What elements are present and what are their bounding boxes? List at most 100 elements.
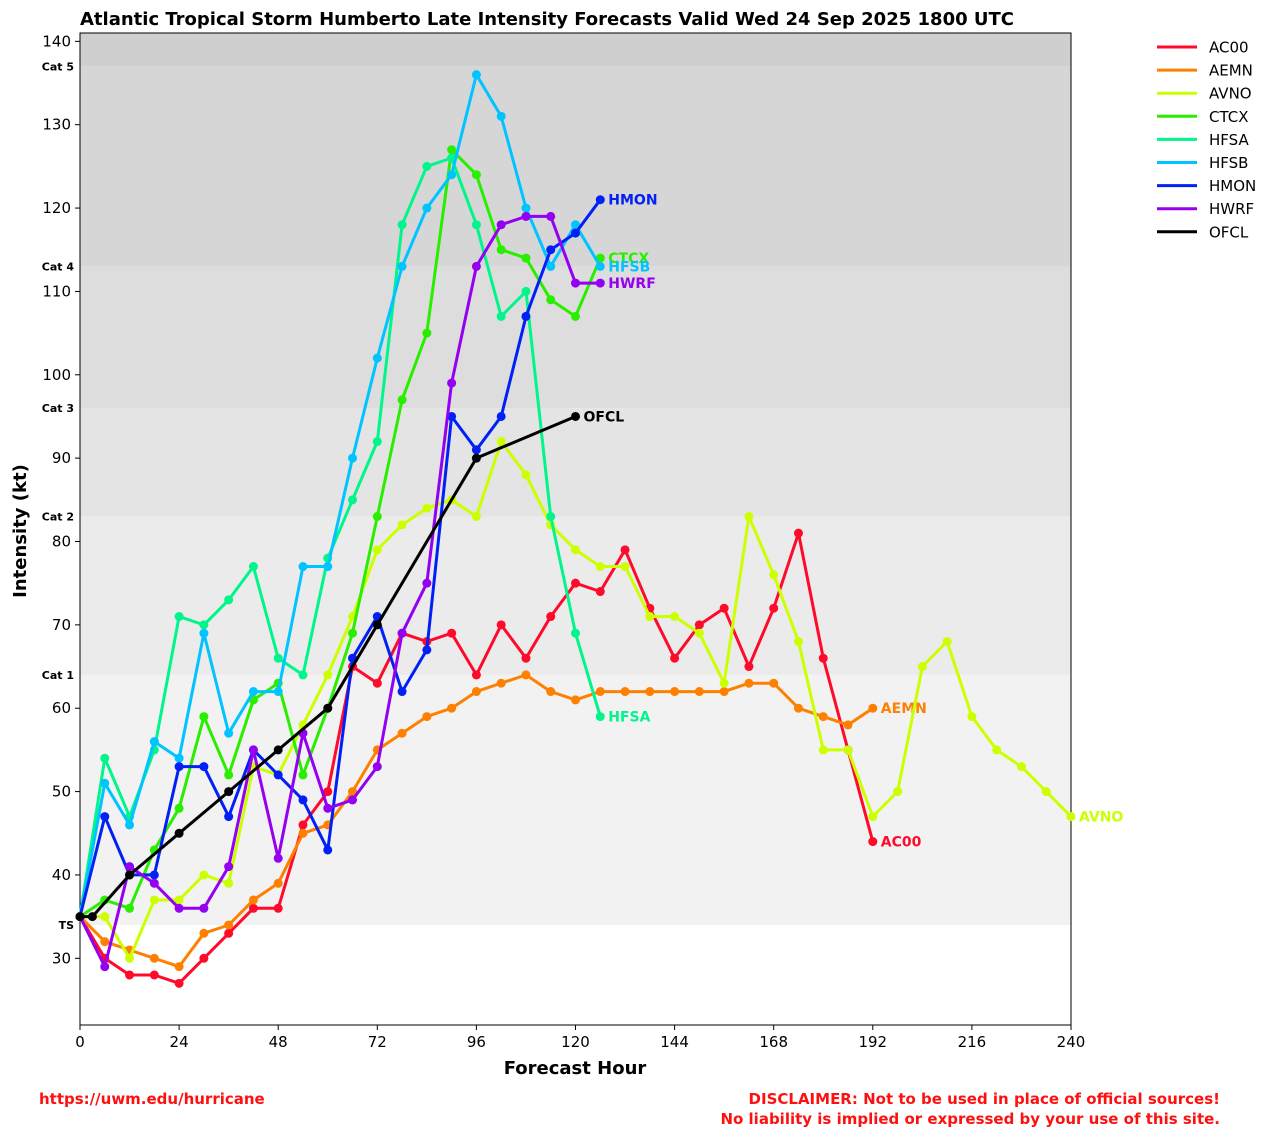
data-point-aemn	[719, 687, 729, 697]
y-tick-label: 70	[52, 616, 71, 634]
data-point-hfsa	[546, 511, 556, 521]
data-point-hfsb	[323, 562, 333, 572]
category-label-ts: TS	[59, 919, 75, 932]
data-point-hfsb	[224, 728, 234, 738]
series-line-hmon	[78, 198, 602, 919]
series-line-hfsb	[78, 73, 602, 919]
y-tick-label: 130	[42, 116, 71, 134]
data-point-hfsb	[199, 628, 209, 638]
data-point-ac00	[125, 970, 135, 980]
data-point-aemn	[571, 695, 580, 705]
data-point-ac00	[273, 903, 283, 913]
data-point-ac00	[769, 603, 779, 613]
data-point-avno	[496, 436, 506, 446]
category-label-cat-4: Cat 4	[42, 260, 75, 273]
data-point-avno	[125, 953, 135, 963]
data-point-avno	[868, 812, 878, 822]
data-point-hfsb	[422, 203, 432, 213]
y-tick-label: 90	[52, 449, 71, 467]
legend-label-avno: AVNO	[1209, 85, 1252, 103]
data-point-ofcl	[174, 828, 184, 838]
data-point-aemn	[595, 687, 605, 697]
data-point-avno	[645, 612, 655, 622]
data-point-hfsb	[397, 261, 407, 271]
data-point-ctcx	[224, 770, 234, 780]
x-axis-label: Forecast Hour	[504, 1058, 647, 1079]
data-point-hfsb	[595, 261, 605, 271]
data-point-hwrf	[521, 211, 531, 221]
data-point-hmon	[273, 770, 283, 780]
x-tick-label: 0	[75, 1033, 85, 1051]
data-point-hwrf	[199, 903, 209, 913]
x-tick-label: 192	[858, 1033, 887, 1051]
data-point-hfsb	[372, 353, 382, 363]
data-point-ac00	[199, 953, 209, 963]
data-point-avno	[224, 878, 234, 888]
data-point-aemn	[199, 928, 209, 938]
data-point-hfsa	[397, 220, 407, 230]
data-point-hwrf	[496, 220, 506, 230]
data-point-avno	[422, 503, 432, 513]
data-point-hfsa	[248, 562, 258, 572]
data-point-hfsa	[595, 712, 605, 722]
data-point-hmon	[595, 195, 605, 205]
legend-label-aemn: AEMN	[1209, 62, 1253, 80]
data-point-hfsa	[372, 436, 382, 446]
data-point-ac00	[793, 528, 803, 538]
data-point-avno	[471, 511, 481, 521]
data-point-hfsa	[348, 495, 358, 505]
x-tick-label: 216	[958, 1033, 987, 1051]
data-point-hwrf	[471, 261, 481, 271]
data-point-hfsb	[273, 687, 283, 697]
data-point-hfsb	[571, 220, 580, 230]
x-tick-label: 240	[1057, 1033, 1086, 1051]
data-point-ofcl	[87, 912, 97, 922]
series-hfsa: HFSA	[75, 153, 651, 922]
data-point-avno	[1066, 812, 1076, 822]
data-point-avno	[793, 637, 803, 647]
data-point-hwrf	[248, 745, 258, 755]
data-point-avno	[174, 895, 184, 905]
end-label-ac00: AC00	[881, 835, 922, 851]
data-point-avno	[992, 745, 1002, 755]
data-point-hfsa	[174, 612, 184, 622]
category-label-cat-5: Cat 5	[42, 60, 74, 73]
legend-label-ac00: AC00	[1209, 39, 1249, 57]
footer-disclaimer: DISCLAIMER: Not to be used in place of o…	[720, 1089, 1220, 1129]
data-point-hfsa	[496, 311, 506, 321]
data-point-ofcl	[471, 453, 481, 463]
x-tick-label: 168	[759, 1033, 788, 1051]
data-point-avno	[149, 895, 159, 905]
data-point-hmon	[471, 445, 481, 455]
data-point-ac00	[571, 578, 580, 588]
data-point-hmon	[199, 762, 209, 772]
data-point-hfsa	[298, 670, 308, 680]
data-point-ac00	[670, 653, 680, 663]
data-point-hmon	[546, 245, 556, 255]
data-point-avno	[372, 545, 382, 555]
data-point-aemn	[744, 678, 754, 688]
data-point-ctcx	[571, 311, 580, 321]
data-point-aemn	[496, 678, 506, 688]
data-point-hfsa	[199, 620, 209, 630]
data-point-aemn	[546, 687, 556, 697]
y-tick-label: 60	[52, 699, 71, 717]
data-point-ac00	[818, 653, 828, 663]
data-point-avno	[719, 678, 729, 688]
forecast-series: AC00 AEMN AVNO CTCX HFSA HFSB HMON HWRF OFCL	[75, 70, 1123, 988]
data-point-avno	[818, 745, 828, 755]
y-tick-label: 50	[52, 783, 71, 801]
data-point-avno	[843, 745, 853, 755]
x-tick-label: 48	[269, 1033, 288, 1051]
footer-url[interactable]: https://uwm.edu/hurricane	[39, 1090, 265, 1108]
data-point-avno	[744, 511, 754, 521]
data-point-ctcx	[199, 712, 209, 722]
data-point-hwrf	[323, 803, 333, 813]
data-point-hwrf	[348, 795, 358, 805]
data-point-ac00	[620, 545, 630, 555]
data-point-hfsb	[100, 778, 110, 788]
data-point-aemn	[793, 703, 803, 713]
data-point-avno	[571, 545, 580, 555]
data-point-hmon	[174, 762, 184, 772]
